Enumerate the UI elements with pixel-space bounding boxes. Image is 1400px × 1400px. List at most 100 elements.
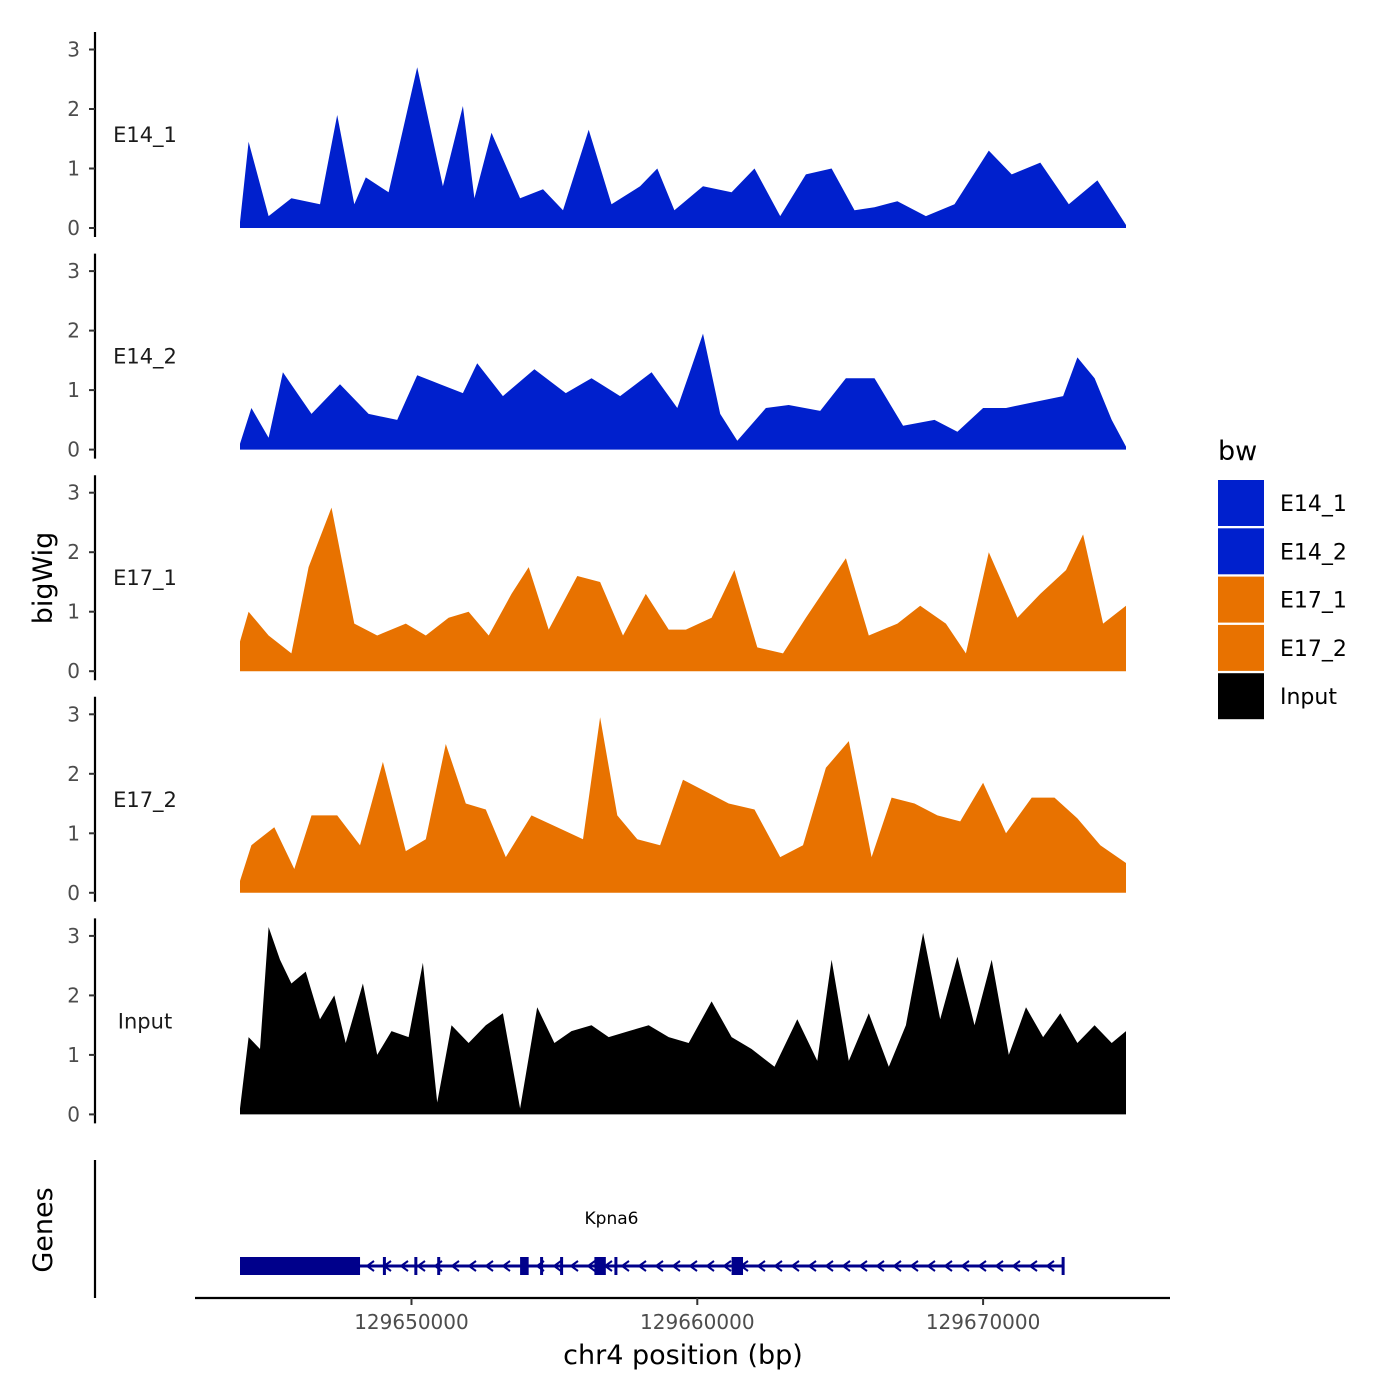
signal-area	[240, 67, 1126, 228]
y-tick-label: 3	[67, 702, 80, 726]
gene-exon	[240, 1257, 361, 1275]
x-axis-title: chr4 position (bp)	[563, 1340, 803, 1371]
track-e14-1: 0 1 2 3 E14_1	[67, 32, 1126, 240]
track-label: E17_2	[113, 788, 177, 813]
y-tick-label: 2	[67, 762, 80, 786]
legend-swatch-input	[1218, 673, 1264, 720]
y-tick-label: 0	[67, 1102, 80, 1126]
strand-arrow	[1011, 1260, 1021, 1272]
legend: bw E14_1 E14_2 E17_1 E17_2 Input	[1218, 436, 1347, 720]
gene-exon	[520, 1257, 529, 1275]
track-e14-2: 0 1 2 3 E14_2	[67, 253, 1126, 462]
track-label: E14_1	[113, 123, 177, 148]
strand-arrow	[875, 1260, 885, 1272]
y-tick-label: 0	[67, 438, 80, 462]
gene-exon	[731, 1257, 744, 1275]
gene-exon	[382, 1257, 386, 1275]
x-tick-label: 129670000	[926, 1310, 1041, 1334]
y-tick-label: 2	[67, 983, 80, 1007]
bigwig-tracks: 0 1 2 3 E14_1 0 1 2 3 E14_2 0 1 2 3 E17_1 0 1 2 3 E17_2 0 1 2 3…	[67, 32, 1126, 1126]
y-tick-label: 3	[67, 38, 80, 62]
legend-label: E17_1	[1280, 589, 1347, 614]
legend-label: E17_2	[1280, 637, 1347, 662]
strand-arrow	[569, 1260, 579, 1272]
strand-arrow	[484, 1260, 494, 1272]
x-tick-label: 129650000	[354, 1310, 469, 1334]
strand-arrow	[501, 1260, 511, 1272]
strand-arrow	[756, 1260, 766, 1272]
strand-arrow	[1045, 1260, 1055, 1272]
strand-arrow	[552, 1260, 562, 1272]
strand-arrow	[858, 1260, 868, 1272]
strand-arrow	[977, 1260, 987, 1272]
legend-swatch-e17-2	[1218, 624, 1264, 671]
strand-arrow	[722, 1260, 732, 1272]
y-tick-label: 0	[67, 216, 80, 240]
legend-swatch-e17-1	[1218, 576, 1264, 623]
signal-area	[240, 507, 1126, 672]
strand-arrow	[892, 1260, 902, 1272]
track-label: E17_1	[113, 566, 177, 591]
strand-arrow	[467, 1260, 477, 1272]
gene-exon	[437, 1257, 441, 1275]
strand-arrow	[399, 1260, 409, 1272]
legend-swatch-e14-2	[1218, 528, 1264, 575]
strand-arrow	[416, 1260, 426, 1272]
strand-arrow	[807, 1260, 817, 1272]
x-tick-label: 129660000	[640, 1310, 755, 1334]
y-tick-label: 0	[67, 881, 80, 905]
y-tick-label: 1	[67, 821, 80, 845]
strand-arrow	[824, 1260, 834, 1272]
y-tick-label: 2	[67, 97, 80, 121]
y-tick-label: 3	[67, 924, 80, 948]
gene-exon	[540, 1257, 544, 1275]
y-tick-label: 1	[67, 600, 80, 624]
legend-label: E14_1	[1280, 492, 1347, 517]
track-e17-2: 0 1 2 3 E17_2	[67, 696, 1126, 905]
gene-exon	[414, 1257, 418, 1275]
legend-title: bw	[1218, 436, 1257, 467]
track-label: Input	[118, 1009, 172, 1033]
strand-arrow	[586, 1260, 596, 1272]
y-tick-label: 1	[67, 157, 80, 181]
strand-arrow	[705, 1260, 715, 1272]
track-input: 0 1 2 3 Input	[67, 918, 1126, 1126]
gene-exon	[594, 1257, 606, 1275]
strand-arrow	[841, 1260, 851, 1272]
signal-area	[240, 333, 1126, 450]
strand-arrow	[654, 1260, 664, 1272]
strand-arrow	[994, 1260, 1004, 1272]
y-tick-label: 1	[67, 378, 80, 402]
gene-kpna6: Kpna6	[240, 1209, 1065, 1275]
strand-arrow	[637, 1260, 647, 1272]
y-tick-label: 2	[67, 319, 80, 343]
strand-arrow	[1028, 1260, 1038, 1272]
signal-area	[240, 927, 1126, 1115]
strand-arrow	[620, 1260, 630, 1272]
gene-exon	[560, 1257, 564, 1275]
legend-swatch-e14-1	[1218, 480, 1264, 526]
y-tick-label: 1	[67, 1043, 80, 1067]
strand-arrow	[773, 1260, 783, 1272]
legend-label: Input	[1280, 685, 1337, 710]
strand-arrow	[909, 1260, 919, 1272]
y-tick-label: 0	[67, 659, 80, 683]
y-axis-title: bigWig	[28, 532, 59, 625]
strand-arrow	[365, 1260, 375, 1272]
y-tick-label: 2	[67, 540, 80, 564]
strand-arrow	[960, 1260, 970, 1272]
strand-arrow	[926, 1260, 936, 1272]
y-tick-label: 3	[67, 259, 80, 283]
strand-arrow	[688, 1260, 698, 1272]
strand-arrow	[671, 1260, 681, 1272]
track-e17-1: 0 1 2 3 E17_1	[67, 475, 1126, 683]
y-tick-label: 3	[67, 481, 80, 505]
gene-exon	[614, 1257, 618, 1275]
signal-area	[240, 717, 1126, 893]
x-axis: 129650000 129660000 129670000	[195, 1296, 1170, 1334]
legend-label: E14_2	[1280, 540, 1347, 565]
gene-name-label: Kpna6	[585, 1209, 639, 1229]
track-label: E14_2	[113, 345, 177, 370]
strand-arrow	[450, 1260, 460, 1272]
